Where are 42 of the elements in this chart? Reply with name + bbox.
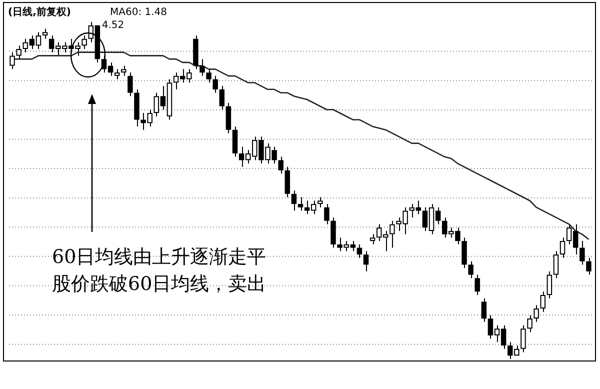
candlestick: [462, 237, 467, 269]
candlestick: [390, 220, 395, 248]
candlestick: [212, 75, 218, 94]
chart-title: (日线,前复权): [8, 6, 71, 18]
candlestick: [128, 72, 133, 97]
candlestick: [298, 196, 304, 212]
candlestick: [520, 324, 526, 353]
candlestick: [278, 156, 284, 174]
candlestick: [324, 203, 330, 225]
candlestick: [580, 240, 585, 266]
candlestick: [226, 102, 232, 134]
candlestick: [284, 166, 290, 198]
candlestick: [534, 304, 539, 322]
candlestick: [560, 237, 566, 258]
annotation: 4.52: [102, 20, 124, 31]
candlestick: [200, 58, 205, 76]
candlestick: [206, 68, 212, 84]
text: MA60: 1.48: [110, 7, 168, 18]
candlestick: [586, 257, 592, 276]
candlestick: [232, 126, 238, 158]
candlestick: [481, 298, 487, 322]
candlestick: [318, 196, 323, 208]
candlestick: [553, 250, 559, 279]
candlestick: [10, 52, 15, 70]
annotation: 股价跌破60日均线，卖出: [52, 273, 266, 295]
candlestick: [546, 270, 552, 299]
candlestick: [82, 34, 87, 50]
candlestick: [363, 250, 369, 272]
candlestick: [121, 65, 126, 76]
candlestick: [330, 216, 336, 248]
candlestick: [474, 274, 480, 296]
annotation: 60日均线由上升逐渐走平: [52, 246, 266, 268]
candlestick: [527, 314, 532, 333]
candlestick: [114, 68, 120, 80]
candlestick: [540, 291, 546, 312]
candlestick: [42, 28, 48, 40]
candlestick: [370, 234, 376, 245]
candlestick: [291, 190, 297, 212]
candlestick: [219, 86, 225, 110]
candlestick: [16, 45, 22, 60]
candlestick: [356, 244, 362, 258]
candlestick: [468, 260, 474, 279]
